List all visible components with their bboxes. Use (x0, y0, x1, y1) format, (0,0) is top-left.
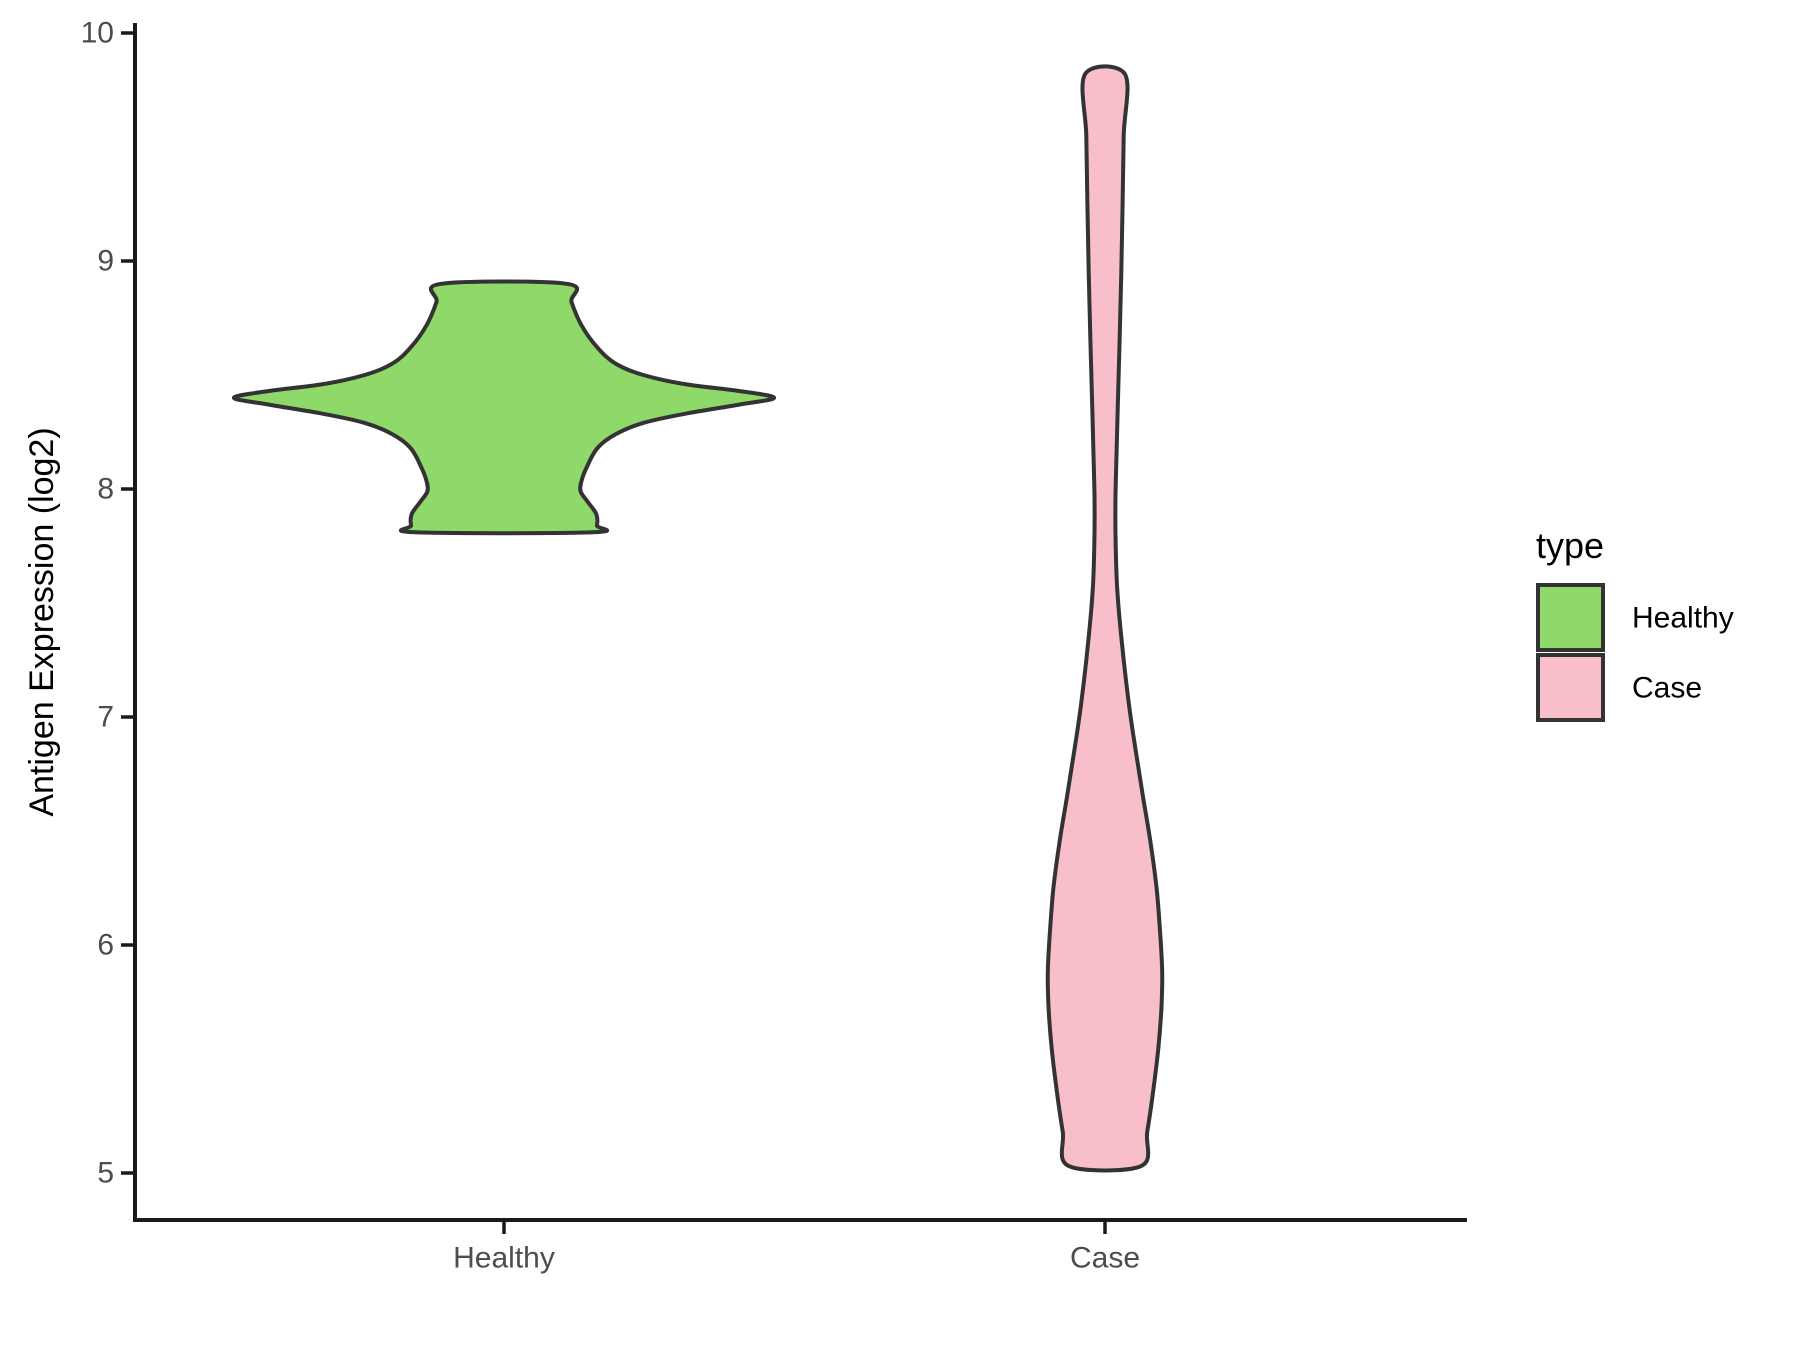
x-tick-label-healthy: Healthy (453, 1242, 555, 1275)
violin-case (1045, 64, 1165, 1173)
y-tick-label: 6 (97, 929, 114, 962)
x-tick-label-case: Case (1070, 1242, 1140, 1275)
legend-label-healthy: Healthy (1632, 602, 1734, 635)
y-axis-title: Antigen Expression (log2) (23, 427, 61, 816)
legend-key-healthy (1536, 583, 1605, 652)
legend-label-case: Case (1632, 672, 1702, 705)
ticks-layer: 10 9 8 7 6 5 (81, 17, 1107, 1234)
legend: type Healthy Case (1536, 525, 1734, 722)
violins-layer (231, 64, 1165, 1173)
legend-title: type (1536, 525, 1604, 566)
y-tick-label: 10 (81, 17, 114, 50)
y-tick-label: 8 (97, 473, 114, 506)
violin-healthy (231, 279, 777, 536)
y-tick-label: 5 (97, 1157, 114, 1190)
legend-key-case (1536, 653, 1605, 722)
axes-layer (133, 23, 1467, 1222)
y-tick-label: 7 (97, 701, 114, 734)
y-tick-label: 9 (97, 245, 114, 278)
